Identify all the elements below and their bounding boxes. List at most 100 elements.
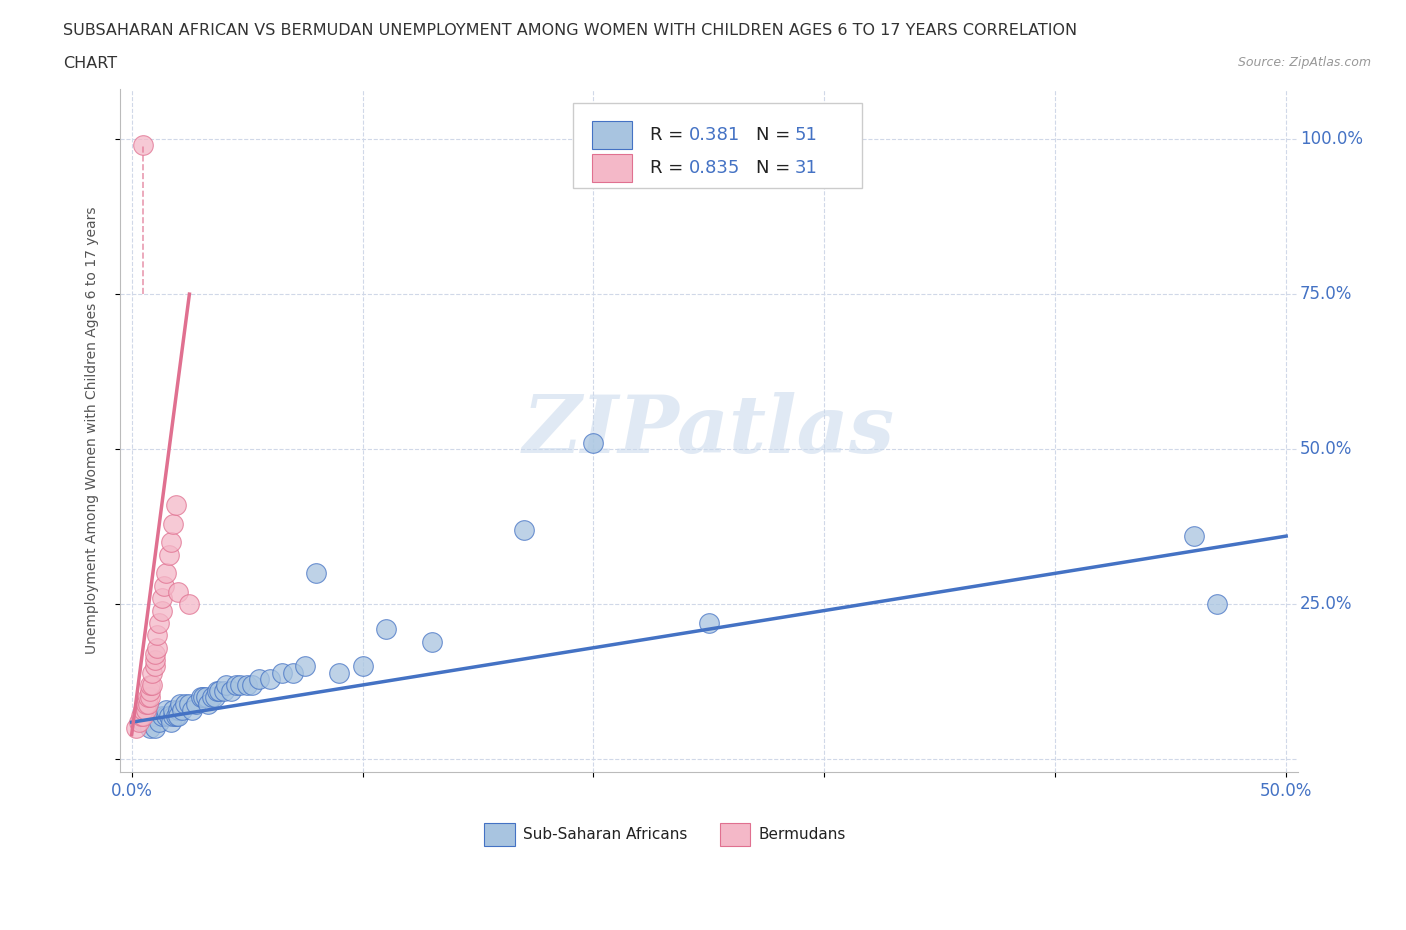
Point — [513, 523, 536, 538]
Point — [204, 690, 226, 705]
Point — [169, 697, 191, 711]
Point — [128, 715, 150, 730]
Text: 100.0%: 100.0% — [1301, 130, 1362, 148]
Point — [215, 678, 238, 693]
Text: R =: R = — [650, 159, 689, 177]
FancyBboxPatch shape — [484, 823, 515, 846]
Point — [186, 697, 208, 711]
Point — [135, 697, 157, 711]
Point — [162, 516, 184, 531]
Point — [270, 665, 292, 680]
Text: SUBSAHARAN AFRICAN VS BERMUDAN UNEMPLOYMENT AMONG WOMEN WITH CHILDREN AGES 6 TO : SUBSAHARAN AFRICAN VS BERMUDAN UNEMPLOYM… — [63, 23, 1077, 38]
FancyBboxPatch shape — [592, 122, 633, 149]
Point — [155, 565, 177, 580]
Point — [155, 709, 177, 724]
Text: 0.381: 0.381 — [689, 126, 740, 144]
Point — [143, 709, 166, 724]
Point — [697, 616, 720, 631]
Point — [143, 653, 166, 668]
Point — [160, 715, 183, 730]
FancyBboxPatch shape — [592, 154, 633, 181]
Point — [129, 709, 152, 724]
Point — [197, 697, 219, 711]
Point — [157, 547, 180, 562]
Point — [141, 665, 163, 680]
Point — [139, 721, 162, 736]
Point — [160, 535, 183, 550]
FancyBboxPatch shape — [574, 103, 862, 189]
Point — [236, 678, 259, 693]
Point — [374, 622, 396, 637]
Point — [132, 715, 155, 730]
Point — [352, 659, 374, 674]
Point — [135, 702, 157, 717]
Point — [212, 684, 235, 698]
Text: N =: N = — [756, 159, 796, 177]
Text: 51: 51 — [794, 126, 818, 144]
Point — [150, 709, 173, 724]
Text: ZIPatlas: ZIPatlas — [523, 392, 896, 470]
Point — [166, 709, 188, 724]
Point — [150, 591, 173, 605]
Point — [173, 697, 195, 711]
Point — [162, 709, 184, 724]
FancyBboxPatch shape — [720, 823, 751, 846]
Point — [143, 646, 166, 661]
Point — [143, 659, 166, 674]
Point — [146, 628, 169, 643]
Point — [582, 435, 605, 450]
Point — [179, 697, 201, 711]
Point — [240, 678, 263, 693]
Point — [132, 709, 155, 724]
Point — [283, 665, 305, 680]
Point — [219, 684, 242, 698]
Point — [136, 697, 159, 711]
Point — [148, 715, 170, 730]
Point — [141, 678, 163, 693]
Point — [294, 659, 316, 674]
Text: Bermudans: Bermudans — [758, 827, 846, 843]
Point — [208, 684, 231, 698]
Point — [225, 678, 247, 693]
Point — [150, 603, 173, 618]
Text: N =: N = — [756, 126, 796, 144]
Point — [125, 721, 148, 736]
Point — [328, 665, 350, 680]
Point — [139, 690, 162, 705]
Point — [247, 671, 270, 686]
Point — [132, 702, 155, 717]
Point — [139, 678, 162, 693]
Point — [153, 578, 176, 593]
Point — [162, 702, 184, 717]
Text: Source: ZipAtlas.com: Source: ZipAtlas.com — [1237, 56, 1371, 69]
Point — [166, 702, 188, 717]
Point — [194, 690, 217, 705]
Point — [172, 702, 194, 717]
Text: 31: 31 — [794, 159, 818, 177]
Point — [1205, 597, 1227, 612]
Point — [229, 678, 252, 693]
Point — [148, 616, 170, 631]
Point — [165, 498, 187, 512]
Point — [143, 721, 166, 736]
Point — [180, 702, 202, 717]
Text: 50.0%: 50.0% — [1301, 440, 1353, 458]
Point — [155, 702, 177, 717]
Point — [205, 684, 228, 698]
Point — [193, 690, 215, 705]
Point — [136, 690, 159, 705]
Point — [146, 641, 169, 656]
Point — [1182, 528, 1205, 543]
Point — [201, 690, 224, 705]
Point — [157, 709, 180, 724]
Point — [166, 584, 188, 599]
Point — [139, 684, 162, 698]
Text: 75.0%: 75.0% — [1301, 286, 1353, 303]
Point — [259, 671, 281, 686]
Y-axis label: Unemployment Among Women with Children Ages 6 to 17 years: Unemployment Among Women with Children A… — [86, 206, 100, 655]
Point — [420, 634, 443, 649]
Point — [179, 597, 201, 612]
Text: Sub-Saharan Africans: Sub-Saharan Africans — [523, 827, 688, 843]
Text: CHART: CHART — [63, 56, 117, 71]
Point — [305, 565, 328, 580]
